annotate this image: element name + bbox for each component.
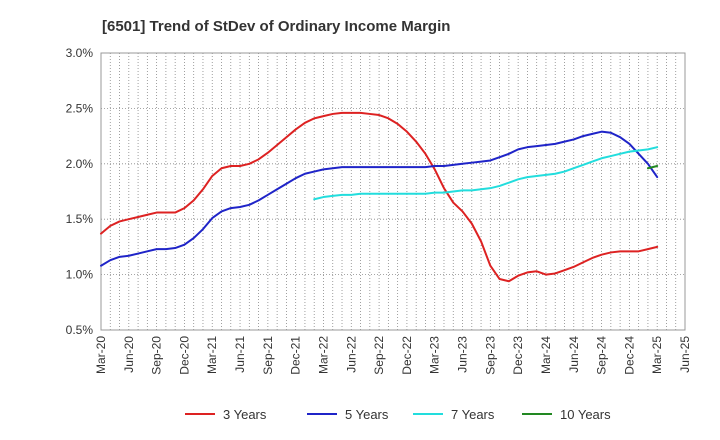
- x-tick-label: Mar-24: [539, 336, 553, 374]
- x-tick-label: Dec-20: [177, 336, 191, 375]
- series-line-0: [100, 111, 659, 283]
- x-tick-label: Dec-24: [622, 336, 636, 375]
- x-tick-label: Mar-22: [316, 336, 330, 374]
- series-line-1: [100, 130, 659, 267]
- x-tick-label: Mar-23: [428, 336, 442, 374]
- x-tick-label: Jun-20: [122, 336, 136, 373]
- x-tick-label: Sep-23: [483, 336, 497, 375]
- y-tick-label: 0.5%: [66, 323, 94, 337]
- axes: 0.5% 1.0% 1.5% 2.0% 2.5% 3.0% Mar-20 Jun-20 Sep-…: [66, 46, 692, 375]
- x-tick-label: Sep-21: [261, 336, 275, 375]
- y-tick-label: 1.5%: [66, 212, 94, 226]
- y-tick-label: 1.0%: [66, 268, 94, 282]
- grid: [101, 53, 685, 330]
- series-line-3: [646, 165, 659, 170]
- plot-area: [101, 53, 685, 330]
- x-tick-label: Mar-21: [205, 336, 219, 374]
- x-tick-label: Jun-21: [233, 336, 247, 373]
- x-tick-label: Sep-22: [372, 336, 386, 375]
- x-tick-label: Jun-22: [344, 336, 358, 373]
- x-tick-label: Mar-25: [650, 336, 664, 374]
- x-tick-label: Jun-23: [456, 336, 470, 373]
- legend-label: 7 Years: [451, 407, 495, 422]
- legend-label: 10 Years: [560, 407, 611, 422]
- x-tick-label: Dec-23: [511, 336, 525, 375]
- x-tick-label: Mar-20: [94, 336, 108, 374]
- legend-label: 3 Years: [223, 407, 267, 422]
- chart-title: [6501] Trend of StDev of Ordinary Income…: [102, 18, 450, 35]
- x-tick-label: Sep-20: [150, 336, 164, 375]
- y-tick-label: 3.0%: [66, 46, 94, 60]
- x-tick-label: Jun-25: [678, 336, 692, 373]
- y-tick-label: 2.0%: [66, 157, 94, 171]
- x-tick-label: Dec-22: [400, 336, 414, 375]
- x-tick-label: Dec-21: [289, 336, 303, 375]
- series-lines: [100, 111, 659, 283]
- legend-label: 5 Years: [345, 407, 389, 422]
- y-tick-label: 2.5%: [66, 101, 94, 115]
- series-line-2: [313, 146, 659, 201]
- legend: 3 Years 5 Years 7 Years 10 Years: [185, 407, 611, 422]
- x-tick-label: Jun-24: [567, 336, 581, 373]
- x-tick-label: Sep-24: [595, 336, 609, 375]
- plot-frame: [100, 52, 686, 331]
